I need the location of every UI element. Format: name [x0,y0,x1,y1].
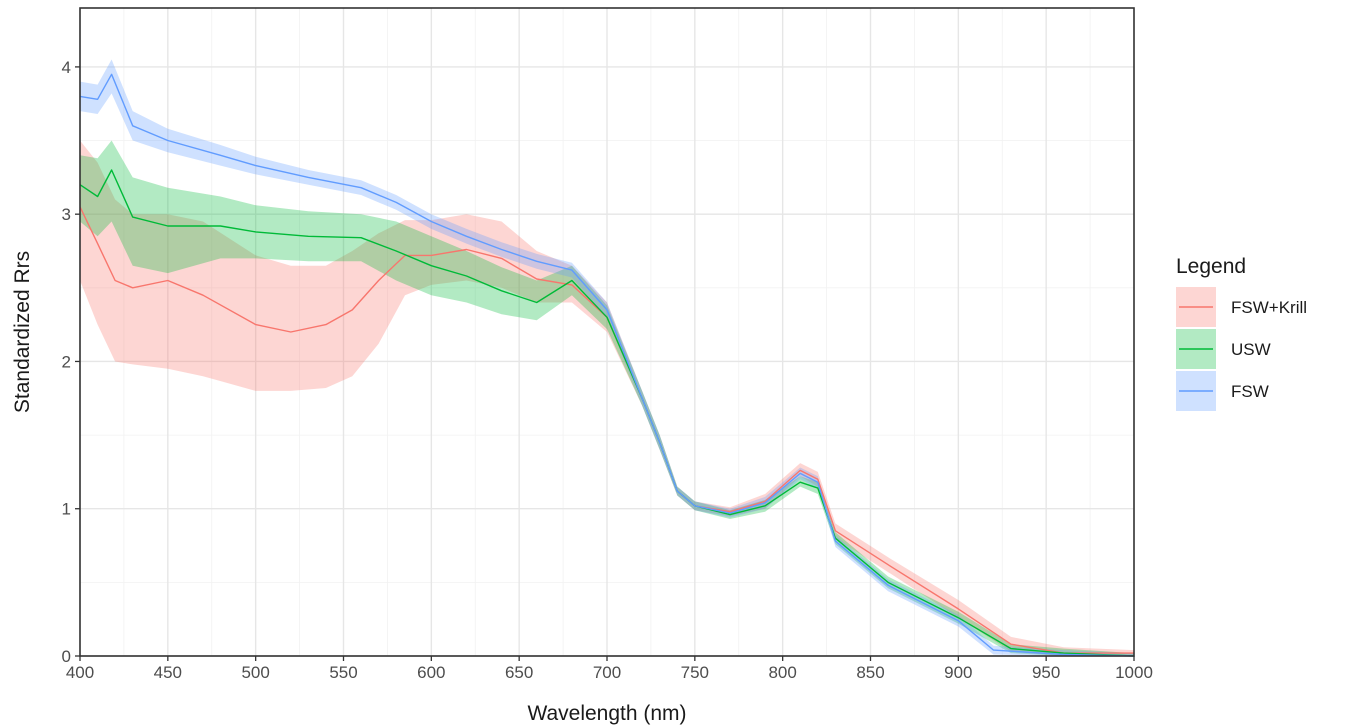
y-tick-label: 2 [62,352,71,371]
x-tick-label: 650 [505,663,533,682]
x-tick-label: 950 [1032,663,1060,682]
legend-label-usw: USW [1231,340,1271,359]
series-lines [79,73,1135,657]
x-tick-label: 400 [66,663,94,682]
legend: Legend FSW+Krill USW FSW [1176,255,1307,411]
x-tick-label: 1000 [1115,663,1153,682]
grid [79,8,1135,657]
line-usw [79,169,1135,657]
confidence-bands [80,59,1134,656]
y-tick-label: 3 [62,205,71,224]
line-fsw-krill [79,206,1134,654]
x-tick-label: 900 [944,663,972,682]
y-tick-label: 1 [62,500,71,519]
y-tick-label: 0 [62,647,71,666]
tick-labels: 400 450 500 550 600 650 700 750 800 850 900 950 1000… [62,58,1153,682]
legend-label-fsw-krill: FSW+Krill [1231,298,1307,317]
line-fsw [79,73,1135,657]
x-tick-label: 700 [593,663,621,682]
x-tick-label: 750 [681,663,709,682]
legend-label-fsw: FSW [1231,382,1269,401]
x-tick-label: 450 [154,663,182,682]
x-tick-label: 850 [856,663,884,682]
band-fsw-krill [80,140,1134,656]
x-tick-label: 550 [329,663,357,682]
x-axis-title: Wavelength (nm) [527,702,686,725]
band-usw [80,140,1134,656]
x-tick-label: 800 [768,663,796,682]
x-tick-label: 500 [241,663,269,682]
y-axis-title: Standardized Rrs [11,251,34,413]
axis-ticks [75,66,1135,661]
y-tick-label: 4 [62,58,71,77]
x-tick-label: 600 [417,663,445,682]
legend-title: Legend [1176,255,1246,278]
